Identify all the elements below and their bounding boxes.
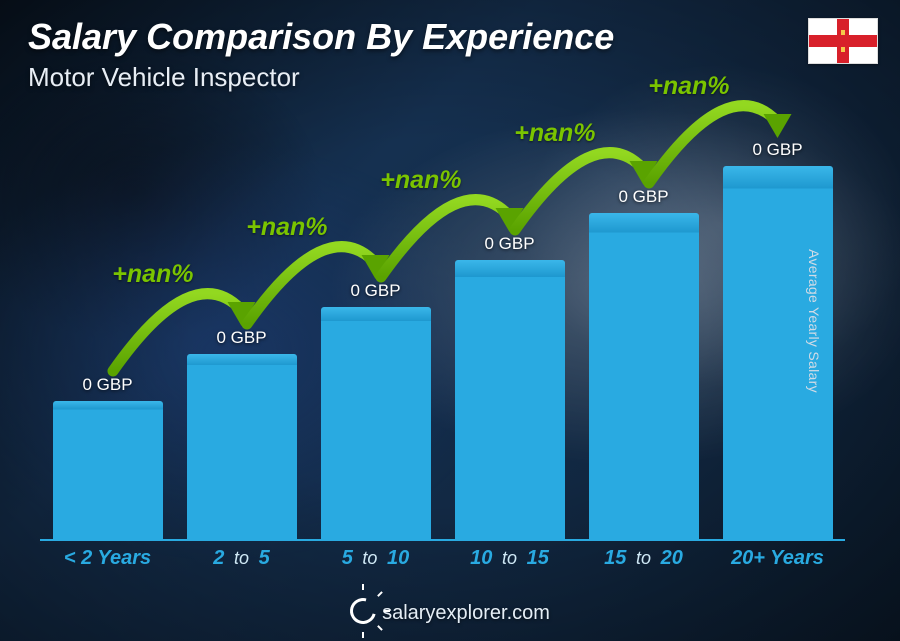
increase-pct-label: +nan% xyxy=(246,213,327,242)
bar: 0 GBP2 to 5 xyxy=(187,354,297,541)
bar-value-label: 0 GBP xyxy=(752,140,802,160)
bar: 0 GBP< 2 Years xyxy=(53,401,163,541)
footer: salaryexplorer.com xyxy=(0,598,900,625)
chart-title: Salary Comparison By Experience xyxy=(28,16,614,58)
logo-icon xyxy=(350,598,376,624)
bar-category-label: < 2 Years xyxy=(64,547,151,570)
bar-value-label: 0 GBP xyxy=(618,187,668,207)
bar-value-label: 0 GBP xyxy=(350,281,400,301)
bar-category-label: 5 to 10 xyxy=(342,547,410,570)
bar: 0 GBP5 to 10 xyxy=(321,307,431,541)
bar: 0 GBP10 to 15 xyxy=(455,260,565,541)
increase-pct-label: +nan% xyxy=(380,166,461,195)
increase-pct-label: +nan% xyxy=(648,72,729,101)
chart-stage: Salary Comparison By Experience Motor Ve… xyxy=(0,0,900,641)
flag-icon xyxy=(808,18,878,64)
bar-category-label: 10 to 15 xyxy=(470,547,549,570)
increase-pct-label: +nan% xyxy=(514,119,595,148)
bar-category-label: 20+ Years xyxy=(731,547,824,570)
bar: 0 GBP15 to 20 xyxy=(589,213,699,541)
bar-value-label: 0 GBP xyxy=(82,375,132,395)
y-axis-label: Average Yearly Salary xyxy=(806,249,822,393)
bar-value-label: 0 GBP xyxy=(216,328,266,348)
bar-category-label: 2 to 5 xyxy=(213,547,269,570)
bar-value-label: 0 GBP xyxy=(484,234,534,254)
chart-subtitle: Motor Vehicle Inspector xyxy=(28,62,300,93)
bars-area: 0 GBP< 2 Years0 GBP2 to 50 GBP5 to 100 G… xyxy=(40,121,845,561)
increase-pct-label: +nan% xyxy=(112,260,193,289)
footer-text: salaryexplorer.com xyxy=(382,602,550,624)
bar-category-label: 15 to 20 xyxy=(604,547,683,570)
